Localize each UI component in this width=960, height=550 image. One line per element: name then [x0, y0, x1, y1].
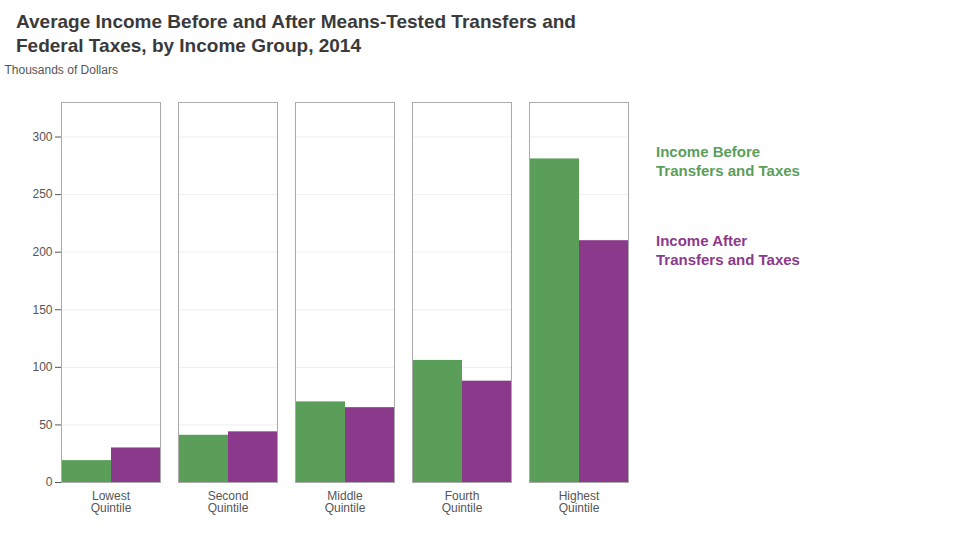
svg-text:200: 200 [32, 245, 52, 259]
svg-text:150: 150 [32, 302, 52, 316]
svg-text:SecondQuintile: SecondQuintile [208, 489, 249, 515]
svg-text:Thousands of Dollars: Thousands of Dollars [5, 63, 118, 77]
html-text:Average Income Before and Afte: Average Income Before and After Means-Te… [16, 11, 576, 56]
svg-text:50: 50 [39, 417, 53, 431]
html-text:Income After Transfers and Tax: Income After Transfers and Taxes [656, 231, 800, 268]
svg-text:100: 100 [32, 360, 52, 374]
svg-text:MiddleQuintile: MiddleQuintile [325, 489, 366, 515]
svg-text:250: 250 [32, 187, 52, 201]
svg-text:300: 300 [32, 129, 52, 143]
svg-text:HighestQuintile: HighestQuintile [559, 489, 600, 515]
svg-text:0: 0 [46, 475, 53, 489]
html-text:Income Before Transfers and Ta: Income Before Transfers and Taxes [656, 142, 800, 179]
svg-text:LowestQuintile: LowestQuintile [91, 489, 132, 515]
svg-text:FourthQuintile: FourthQuintile [442, 489, 483, 515]
